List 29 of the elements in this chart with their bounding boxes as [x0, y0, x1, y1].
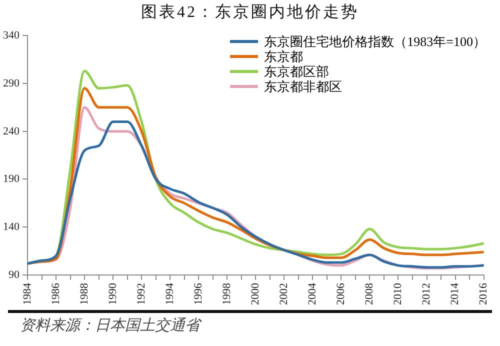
x-tick-label: 1986	[50, 282, 62, 305]
x-tick-label: 2014	[449, 282, 462, 305]
x-tick-label: 2016	[478, 282, 490, 305]
chart-title: 图表42：东京圈内地价走势	[140, 2, 360, 23]
text: 资料来源：日本国土交通省	[19, 316, 203, 335]
x-tick-label: 1990	[106, 282, 119, 305]
y-tick-label: 290	[3, 77, 20, 90]
x-tick-label: 1996	[192, 282, 205, 305]
y-tick-label: 140	[3, 221, 20, 234]
y-tick-label: 240	[3, 125, 20, 138]
x-tick-label: 1998	[221, 282, 234, 305]
x-tick-label: 2000	[250, 282, 262, 305]
x-tick-label: 1988	[78, 282, 90, 305]
legend-label: 东京都非都区	[264, 79, 342, 94]
legend-label: 东京圈住宅地价格指数（1983年=100）	[264, 34, 486, 49]
x-tick-label: 2012	[420, 283, 433, 305]
y-tick-label: 90	[8, 268, 20, 281]
x-tick-label: 2002	[278, 283, 290, 305]
x-tick-label: 1992	[135, 283, 148, 305]
x-tick-label: 2010	[392, 282, 404, 305]
y-tick-label: 340	[3, 29, 20, 42]
x-tick-label: 1994	[164, 282, 176, 305]
x-tick-label: 1984	[21, 282, 34, 305]
x-tick-label: 2004	[306, 282, 319, 305]
x-tick-label: 2006	[335, 282, 348, 305]
x-tick-label: 2008	[364, 282, 376, 305]
y-tick-label: 190	[3, 173, 20, 186]
legend-label: 东京都	[264, 49, 304, 64]
legend-label: 东京都区部	[264, 64, 330, 79]
